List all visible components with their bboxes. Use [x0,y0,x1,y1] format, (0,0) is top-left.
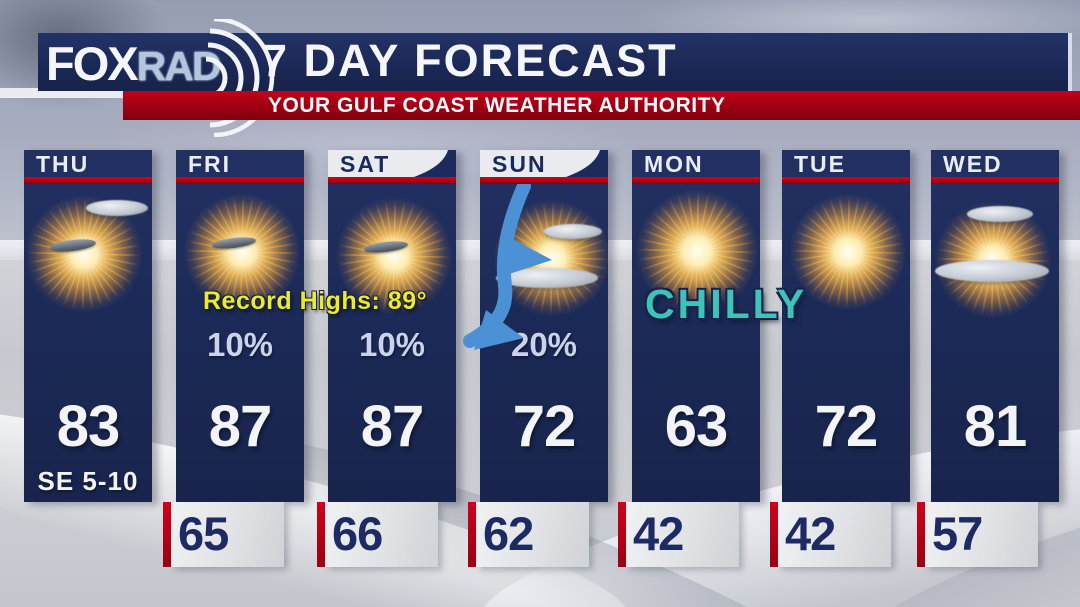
forecast-column-wed: WED 81 [931,150,1059,502]
red-tick [917,502,925,567]
cloud-icon [544,224,602,239]
record-highs-annotation: Record Highs: 89° [203,287,428,315]
high-temp: 81 [963,394,1028,459]
low-temp-tag-wed: 57 [917,502,1038,567]
high-temp: 72 [512,394,577,459]
low-temp: 62 [476,502,589,567]
high-temp: 87 [208,394,273,459]
subtitle-text: YOUR GULF COAST WEATHER AUTHORITY [268,94,726,117]
red-tick [163,502,171,567]
cloud-icon [86,200,148,216]
logo-rad-text: RAD [136,43,222,89]
high-temp: 72 [814,394,879,459]
red-tick [618,502,626,567]
page-title: 7 DAY FORECAST [262,35,678,86]
high-temp: 63 [664,394,729,459]
red-divider-bar [24,177,152,184]
red-tick [468,502,476,567]
red-divider-bar [328,177,456,184]
day-label: SUN [480,150,608,177]
logo-fox-text: FOX [46,37,139,90]
precip-chance: 20% [510,326,578,363]
white-accent-stripe [0,88,125,98]
sun-with-clouds-icon [931,184,1059,334]
cloud-icon [967,206,1033,222]
red-divider-bar [176,177,304,184]
day-label: FRI [188,151,232,177]
red-divider-bar [931,177,1059,184]
low-temp: 65 [171,502,284,567]
sun-with-cloud-icon [24,184,152,334]
day-label: MON [644,151,704,177]
day-label: SAT [328,150,456,177]
red-tick [317,502,325,567]
low-temp-tag-tue: 42 [770,502,891,567]
low-temp-tag-fri: 65 [163,502,284,567]
low-temp: 66 [325,502,438,567]
forecast-column-fri: FRI 10% 87 [176,150,304,502]
sunny-icon [176,184,304,334]
high-temp: 87 [360,394,425,459]
red-divider-bar [632,177,760,184]
cold-front-icon [463,184,552,350]
cloud-icon [496,268,598,288]
low-temp-tag-sun: 62 [468,502,589,567]
weekend-corner-swoosh [414,150,456,177]
red-tick [770,502,778,567]
chilly-annotation: CHILLY [645,281,808,327]
red-divider-bar [480,177,608,184]
low-temp-tag-mon: 42 [618,502,739,567]
forecast-column-tue: TUE 72 [782,150,910,502]
day-label-text: SUN [492,151,547,177]
sunny-icon [328,184,456,334]
wind-text: SE 5-10 [37,466,139,496]
low-temp: 42 [626,502,739,567]
low-temp: 57 [925,502,1038,567]
header-subbanner: YOUR GULF COAST WEATHER AUTHORITY [123,91,1080,120]
forecast-column-sat: SAT 10% 87 [328,150,456,502]
red-divider-bar [782,177,910,184]
precip-chance: 10% [358,326,426,363]
day-label: WED [943,151,1003,177]
forecast-column-mon: MON 63 [632,150,760,502]
low-temp: 42 [778,502,891,567]
day-label: TUE [794,151,846,177]
day-label-text: SAT [340,151,391,177]
low-temp-tag-sat: 66 [317,502,438,567]
cloud-icon [935,260,1049,282]
forecast-column-thu: THU 83 SE 5-10 [24,150,152,502]
header-banner: FOXRAD 7 DAY FORECAST [38,19,1072,137]
foxrad-logo: FOXRAD [46,36,222,90]
day-label: THU [36,151,90,177]
weekend-corner-swoosh [566,150,608,177]
high-temp: 83 [56,394,121,459]
sunny-icon [632,184,760,334]
sunny-icon [782,184,910,334]
precip-chance: 10% [206,326,274,363]
